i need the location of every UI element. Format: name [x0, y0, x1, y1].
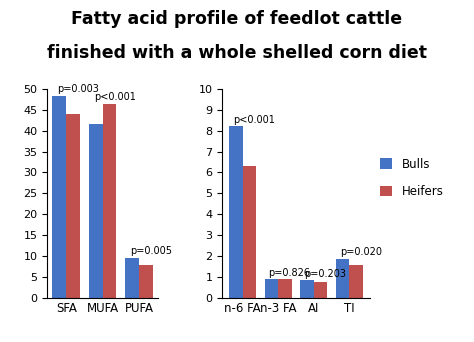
Text: p=0.826: p=0.826 [269, 267, 310, 277]
Bar [301, 280, 314, 298]
Text: p=0.003: p=0.003 [57, 84, 100, 94]
Bar [66, 114, 80, 298]
Text: p=0.203: p=0.203 [304, 269, 346, 279]
Text: p=0.020: p=0.020 [340, 247, 382, 257]
Bar [139, 265, 153, 298]
Bar [125, 258, 139, 298]
Text: finished with a whole shelled corn diet: finished with a whole shelled corn diet [47, 44, 427, 63]
Text: p<0.001: p<0.001 [233, 115, 275, 125]
Text: p<0.001: p<0.001 [94, 92, 136, 102]
Legend: Bulls, Heifers: Bulls, Heifers [380, 158, 444, 198]
Text: Fatty acid profile of feedlot cattle: Fatty acid profile of feedlot cattle [72, 10, 402, 28]
Bar [243, 166, 256, 298]
Bar [264, 279, 278, 298]
Bar [53, 96, 66, 298]
Bar [229, 127, 243, 298]
Bar [278, 279, 292, 298]
Text: p=0.005: p=0.005 [130, 246, 173, 256]
Bar [103, 104, 117, 298]
Bar [89, 124, 103, 298]
Bar [314, 282, 328, 298]
Bar [349, 265, 363, 298]
Bar [336, 259, 349, 298]
